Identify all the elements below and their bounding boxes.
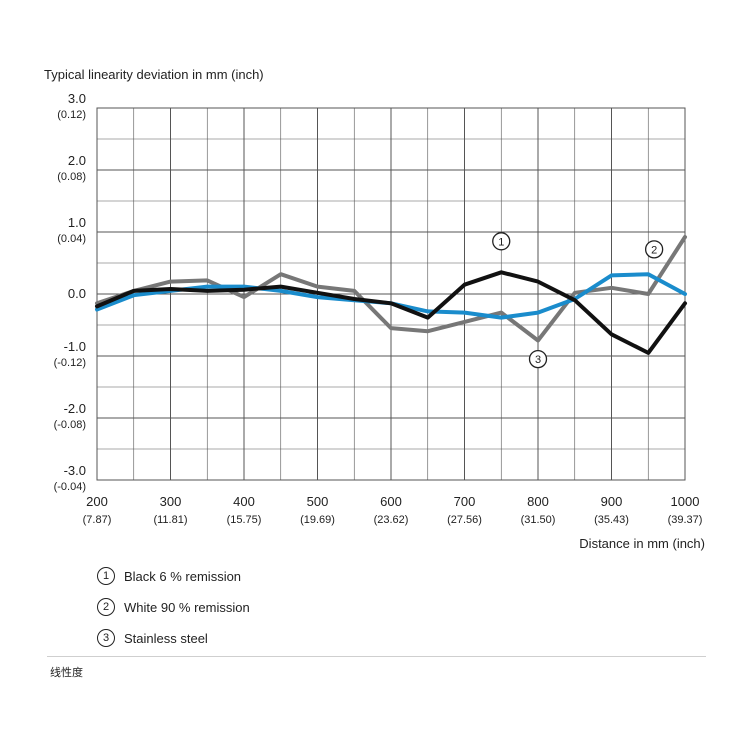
y-axis-ticks: 3.0 (0.12) 2.0 (0.08) 1.0 (0.04) 0.0 -1.0 (-0.12… [54,91,86,493]
y-axis-title: Typical linearity deviation in mm (inch) [44,67,264,82]
x-tick-label: 1000 [671,494,700,509]
x-tick-label: 600 [380,494,402,509]
x-tick-label: 300 [160,494,182,509]
annotation-number: 3 [535,354,541,366]
legend-label-stainless: Stainless steel [124,630,208,646]
legend-item-stainless: 3 Stainless steel [97,628,250,648]
x-tick-sublabel: (27.56) [447,514,482,526]
x-axis-ticks: 200 (7.87) 300 (11.81) 400 (15.75) 500 (19.69) 6… [83,494,703,526]
series-annotations: 1 2 3 [492,232,664,369]
x-axis-title: Distance in mm (inch) [579,536,705,551]
series-lines [95,235,687,355]
x-tick-sublabel: (7.87) [83,514,112,526]
x-tick-sublabel: (23.62) [374,514,409,526]
y-tick-sublabel: (-0.08) [54,419,86,431]
x-tick-label: 500 [307,494,329,509]
x-tick-sublabel: (35.43) [594,514,629,526]
x-tick-label: 900 [601,494,623,509]
y-tick-sublabel: (-0.04) [54,481,86,493]
annotation-circle [492,232,511,251]
legend-item-black: 1 Black 6 % remission [97,566,250,586]
legend-label-black: Black 6 % remission [124,568,242,584]
y-tick-label: -3.0 [64,463,86,478]
y-tick-label: 2.0 [68,153,86,168]
x-tick-label: 700 [454,494,476,509]
legend: 1 Black 6 % remission 2 White 90 % remis… [97,566,250,659]
y-tick-label: -1.0 [64,339,86,354]
y-tick-sublabel: (0.08) [57,171,86,183]
y-tick-label: 3.0 [68,91,86,106]
x-tick-sublabel: (15.75) [227,514,262,526]
legend-item-white: 2 White 90 % remission [97,597,250,617]
legend-marker-1: 1 [97,567,115,585]
annotation-marker-2: 2 [644,240,664,259]
annotation-marker-1: 1 [492,232,511,251]
annotation-marker-3: 3 [528,349,548,369]
annotation-circle [644,240,664,259]
y-tick-sublabel: (-0.12) [54,357,86,369]
x-tick-sublabel: (19.69) [300,514,335,526]
x-tick-sublabel: (39.37) [668,514,703,526]
x-tick-label: 200 [86,494,108,509]
x-tick-sublabel: (31.50) [521,514,556,526]
footer-divider [47,656,706,657]
y-tick-label: -2.0 [64,401,86,416]
legend-label-white: White 90 % remission [124,599,250,615]
x-tick-label: 800 [527,494,549,509]
annotation-number: 1 [498,236,504,248]
y-tick-label: 0.0 [68,286,86,301]
grid [96,107,686,481]
y-tick-sublabel: (0.04) [57,233,86,245]
footer-caption: 线性度 [50,667,83,679]
legend-marker-3: 3 [97,629,115,647]
annotation-circle [528,349,548,369]
y-tick-sublabel: (0.12) [57,109,86,121]
x-tick-label: 400 [233,494,255,509]
y-tick-label: 1.0 [68,215,86,230]
x-tick-sublabel: (11.81) [153,514,187,526]
annotation-number: 2 [651,244,657,256]
series-line-black [95,270,687,355]
legend-marker-2: 2 [97,598,115,616]
